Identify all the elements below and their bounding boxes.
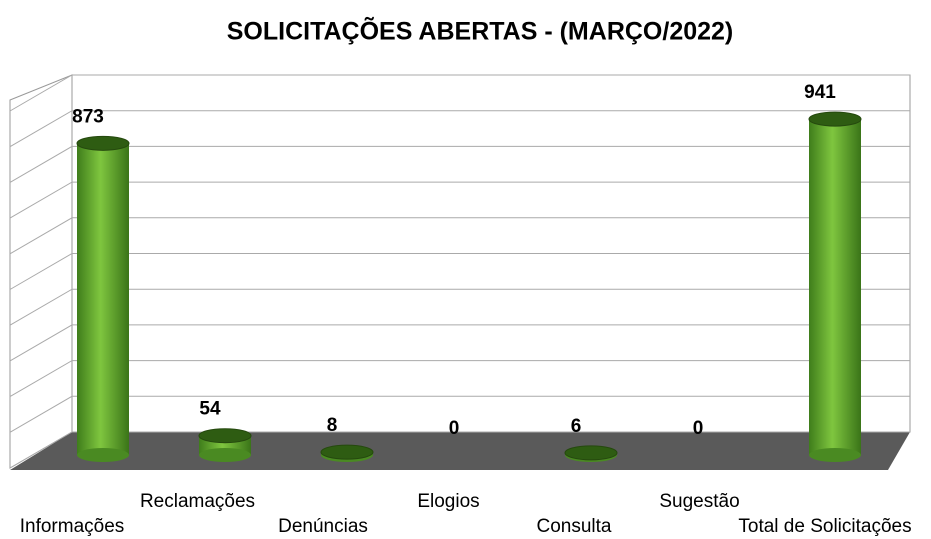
grid-line: [9, 324, 910, 362]
grid-line: [9, 431, 910, 469]
bar: [809, 119, 861, 456]
value-label: 54: [199, 399, 221, 420]
bar-top: [76, 135, 130, 151]
x-tick-label: Elogios: [417, 491, 479, 512]
bar-base: [809, 448, 861, 462]
value-label: 0: [449, 418, 460, 439]
bar-top: [808, 111, 862, 127]
grid-line: [9, 217, 910, 255]
bar: [77, 143, 129, 456]
value-label: 941: [804, 82, 836, 103]
grid-line: [9, 145, 910, 183]
x-tick-label: Reclamações: [140, 491, 255, 512]
grid-line: [9, 253, 910, 290]
value-label: 6: [571, 416, 582, 437]
bar-base: [77, 448, 129, 462]
value-label: 0: [693, 418, 704, 439]
value-label: 8: [327, 415, 338, 436]
grid-line: [9, 288, 910, 326]
grid-line: [9, 181, 910, 219]
bar-top: [564, 445, 618, 461]
grid-line: [9, 360, 910, 398]
value-label: 873: [72, 106, 104, 127]
grid-line: [9, 110, 910, 148]
floor: [10, 432, 910, 470]
x-tick-label: Total de Solicitações: [738, 516, 911, 537]
x-tick-label: Consulta: [537, 516, 612, 537]
grid-line: [9, 74, 910, 112]
x-tick-label: Denúncias: [278, 516, 368, 537]
bar-top: [198, 428, 252, 444]
x-tick-label: Informações: [20, 516, 125, 537]
bar-top: [320, 444, 374, 460]
chart-title: SOLICITAÇÕES ABERTAS - (MARÇO/2022): [227, 16, 734, 46]
x-tick-label: Sugestão: [659, 491, 739, 512]
bar-base: [199, 448, 251, 462]
grid-line: [9, 395, 910, 433]
